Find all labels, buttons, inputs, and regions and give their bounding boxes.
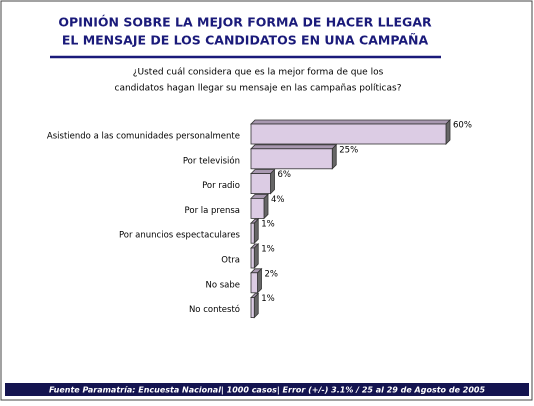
bar-side	[257, 267, 262, 294]
bar	[250, 297, 255, 319]
category-label: Otra	[221, 256, 240, 266]
bar	[250, 173, 271, 195]
bar-side	[253, 218, 259, 245]
bar-side	[253, 292, 259, 319]
bar-top	[250, 144, 338, 150]
category-label: Por anuncios espectaculares	[119, 231, 241, 241]
bar-side	[263, 193, 269, 220]
subtitle: candidatos hagan llegar su mensaje en la…	[115, 84, 402, 94]
chart-title: EL MENSAJE DE LOS CANDIDATOS EN UNA CAMP…	[62, 33, 429, 48]
footer-band	[5, 383, 529, 396]
bar	[250, 272, 258, 294]
category-label: Asistiendo a las comunidades personalmen…	[47, 132, 240, 142]
bar-side	[270, 168, 275, 195]
category-label: Por televisión	[183, 155, 240, 166]
value-label: 60%	[453, 121, 472, 131]
category-label: No contestó	[189, 304, 240, 315]
value-label: 2%	[265, 269, 279, 279]
category-label: Por radio	[202, 181, 240, 191]
footer: Fuente Paramatría: Encuesta Nacional| 10…	[49, 386, 486, 395]
chart-title: OPINIÓN SOBRE LA MEJOR FORMA DE HACER LL…	[58, 15, 432, 30]
value-label: 4%	[271, 195, 285, 205]
category-label: No sabe	[205, 280, 240, 290]
bar-side	[445, 119, 451, 145]
bar	[250, 197, 265, 219]
bar-top	[250, 119, 451, 125]
value-label: 25%	[339, 145, 358, 155]
bar-side	[253, 243, 259, 269]
bar	[250, 148, 333, 170]
category-label: Por la prensa	[185, 206, 240, 216]
subtitle: ¿Usted cuál considera que es la mejor fo…	[133, 68, 384, 78]
bar	[250, 247, 255, 269]
value-label: 1%	[261, 220, 275, 230]
bar-side	[331, 143, 337, 170]
value-label: 1%	[261, 294, 275, 304]
value-label: 6%	[278, 170, 292, 180]
bar	[250, 222, 255, 244]
bar	[250, 123, 447, 145]
value-label: 1%	[261, 245, 275, 255]
